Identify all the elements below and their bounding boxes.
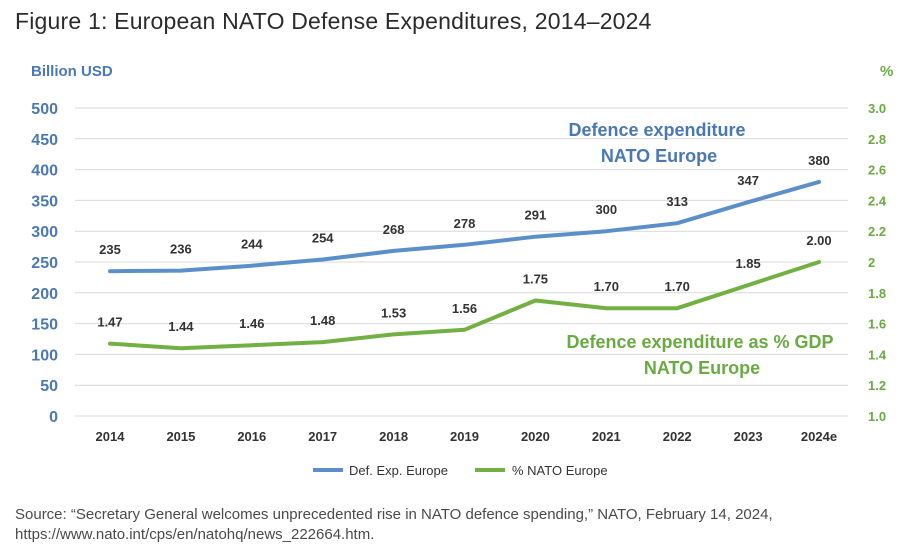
data-label: 2.00 [806, 233, 831, 248]
right-tick-label: 1.4 [868, 347, 887, 362]
x-tick-label: 2016 [237, 429, 266, 444]
annotation-green-line1: Defence expenditure as % GDP [566, 332, 833, 352]
x-tick-label: 2017 [308, 429, 337, 444]
data-label: 1.47 [97, 315, 122, 330]
annotation-green-line2: NATO Europe [644, 358, 760, 378]
data-label: 300 [595, 202, 617, 217]
left-tick-label: 150 [31, 317, 58, 334]
right-tick-label: 1.2 [868, 378, 886, 393]
legend: Def. Exp. Europe % NATO Europe [313, 463, 608, 478]
data-label: 1.70 [665, 279, 690, 294]
right-tick-label: 2.8 [868, 132, 886, 147]
annotation-blue-line1: Defence expenditure [568, 120, 745, 140]
data-label: 1.44 [168, 319, 194, 334]
line-chart: 0 50 100 150 200 250 300 350 400 450 500 1.0 1.2 1.4… [31, 63, 893, 478]
left-axis-ticks: 0 50 100 150 200 250 300 350 400 450 500 [31, 101, 58, 426]
right-tick-label: 2 [868, 255, 875, 270]
left-tick-label: 400 [31, 163, 58, 180]
legend-label-pct-gdp: % NATO Europe [512, 463, 608, 478]
x-tick-label: 2022 [663, 429, 692, 444]
left-tick-label: 100 [31, 347, 58, 364]
left-tick-label: 500 [31, 101, 58, 118]
right-tick-label: 3.0 [868, 101, 886, 116]
data-label: 1.85 [735, 256, 760, 271]
data-label: 1.70 [594, 279, 619, 294]
right-tick-label: 2.4 [868, 193, 887, 208]
data-label: 1.46 [239, 316, 264, 331]
x-tick-label: 2018 [379, 429, 408, 444]
figure-title: Figure 1: European NATO Defense Expendit… [15, 8, 652, 34]
left-tick-label: 50 [40, 378, 58, 395]
gridlines [75, 107, 848, 417]
right-tick-label: 1.0 [868, 409, 886, 424]
left-axis-title: Billion USD [31, 63, 113, 80]
data-label: 244 [241, 237, 263, 252]
data-label: 291 [525, 208, 547, 223]
left-tick-label: 450 [31, 132, 58, 149]
right-axis-ticks: 1.0 1.2 1.4 1.6 1.8 2 2.2 2.4 2.6 2.8 3.0 [868, 101, 887, 424]
right-tick-label: 2.6 [868, 163, 886, 178]
left-tick-label: 350 [31, 193, 58, 210]
data-label: 278 [454, 216, 476, 231]
right-tick-label: 1.6 [868, 317, 886, 332]
x-axis-ticks: 2014 2015 2016 2017 2018 2019 2020 2021 2022 2023… [96, 429, 838, 444]
data-label: 313 [666, 194, 688, 209]
x-tick-label: 2014 [96, 429, 126, 444]
x-tick-label: 2023 [734, 429, 763, 444]
data-label: 380 [808, 153, 830, 168]
legend-label-def-exp: Def. Exp. Europe [349, 463, 448, 478]
data-label: 236 [170, 242, 192, 257]
x-tick-label: 2015 [166, 429, 195, 444]
data-label: 347 [737, 173, 759, 188]
left-tick-label: 250 [31, 255, 58, 272]
data-labels: 235 236 244 254 268 278 291 300 313 347 380 1.47 1.4… [97, 153, 831, 334]
left-tick-label: 200 [31, 286, 58, 303]
data-label: 1.56 [452, 301, 477, 316]
data-label: 1.75 [523, 272, 548, 287]
data-label: 1.48 [310, 313, 335, 328]
annotation-green: Defence expenditure as % GDP NATO Europe [566, 332, 833, 378]
right-axis-title: % [880, 63, 893, 80]
x-tick-label: 2021 [592, 429, 621, 444]
right-tick-label: 1.8 [868, 286, 886, 301]
left-tick-label: 300 [31, 224, 58, 241]
annotation-blue-line2: NATO Europe [601, 146, 717, 166]
right-tick-label: 2.2 [868, 224, 886, 239]
left-tick-label: 0 [49, 409, 58, 426]
source-note: Source: “Secretary General welcomes unpr… [15, 506, 773, 543]
x-tick-label: 2019 [450, 429, 479, 444]
series-lines [108, 179, 821, 351]
data-label: 254 [312, 231, 334, 246]
annotation-blue: Defence expenditure NATO Europe [568, 120, 745, 166]
data-label: 268 [383, 222, 405, 237]
data-label: 235 [99, 242, 121, 257]
data-label: 1.53 [381, 305, 406, 320]
x-tick-label: 2024e [801, 429, 837, 444]
x-tick-label: 2020 [521, 429, 550, 444]
